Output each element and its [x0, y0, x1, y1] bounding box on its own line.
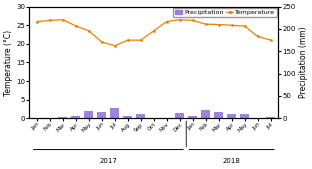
Bar	[214, 112, 223, 118]
Bar	[175, 113, 184, 118]
Text: 2018: 2018	[223, 159, 241, 164]
Temperature	[48, 19, 52, 21]
Y-axis label: Precipitation (mm): Precipitation (mm)	[299, 27, 308, 98]
Temperature	[243, 25, 246, 27]
Text: 2017: 2017	[99, 159, 117, 164]
Bar	[227, 114, 236, 118]
Bar	[123, 116, 132, 118]
Bar	[84, 111, 93, 118]
Temperature	[126, 39, 130, 41]
Temperature	[139, 39, 143, 41]
Y-axis label: Temperature (°C): Temperature (°C)	[4, 29, 13, 95]
Bar	[201, 110, 210, 118]
Bar	[188, 116, 197, 118]
Bar	[97, 113, 106, 118]
Temperature	[100, 41, 104, 43]
Line: Temperature: Temperature	[36, 18, 272, 47]
Bar	[136, 114, 145, 118]
Temperature	[204, 23, 207, 25]
Temperature	[152, 30, 156, 32]
Legend: Precipitation, Temperature: Precipitation, Temperature	[173, 8, 277, 17]
Bar	[71, 116, 80, 118]
Temperature	[191, 19, 195, 21]
Temperature	[269, 39, 272, 41]
Temperature	[178, 19, 182, 21]
Bar	[58, 117, 67, 118]
Temperature	[230, 24, 233, 26]
Temperature	[113, 45, 117, 47]
Temperature	[165, 21, 168, 23]
Temperature	[74, 25, 78, 27]
Bar	[110, 108, 119, 118]
Temperature	[217, 23, 221, 26]
Temperature	[35, 21, 39, 23]
Bar	[266, 117, 275, 118]
Bar	[240, 114, 249, 118]
Temperature	[256, 35, 260, 38]
Temperature	[61, 19, 65, 21]
Temperature	[87, 30, 91, 32]
